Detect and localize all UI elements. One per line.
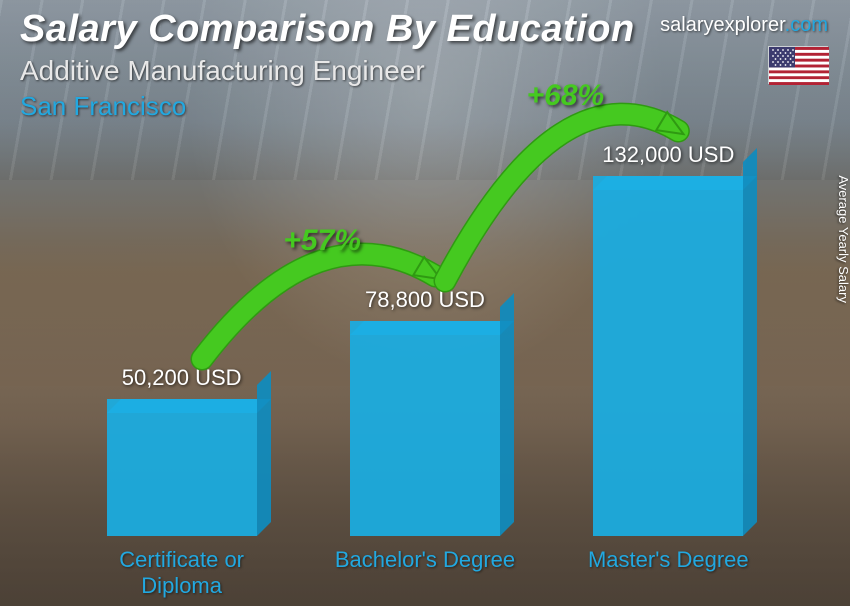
bar	[593, 176, 743, 536]
bar-value: 78,800 USD	[365, 287, 485, 313]
bar-chart: 50,200 USD78,800 USD132,000 USD	[60, 150, 790, 536]
bar-group: 78,800 USD	[325, 287, 525, 536]
bar-value: 50,200 USD	[122, 365, 242, 391]
source-attribution: salaryexplorer.com	[660, 14, 828, 37]
bar-side	[743, 148, 757, 536]
pct-label: +57%	[283, 224, 361, 258]
bar-group: 50,200 USD	[82, 365, 282, 536]
flag-icon	[768, 46, 828, 84]
bar-front	[350, 321, 500, 536]
bar-front	[107, 399, 257, 536]
bar-value: 132,000 USD	[602, 142, 734, 168]
x-axis-labels: Certificate or Diploma Bachelor's Degree M…	[60, 547, 790, 598]
bar-front	[593, 176, 743, 536]
pct-label: +68%	[527, 79, 605, 113]
source-domain: .com	[785, 14, 828, 36]
bar	[107, 399, 257, 536]
bar-group: 132,000 USD	[568, 142, 768, 536]
bar	[350, 321, 500, 536]
page-subtitle: Additive Manufacturing Engineer	[20, 55, 830, 87]
x-label: Bachelor's Degree	[325, 547, 525, 598]
x-label: Master's Degree	[568, 547, 768, 598]
page-location: San Francisco	[20, 91, 830, 122]
source-name: salaryexplorer	[660, 14, 785, 36]
y-axis-label: Average Yearly Salary	[837, 175, 850, 303]
x-label: Certificate or Diploma	[82, 547, 282, 598]
bar-side	[500, 293, 514, 536]
bar-side	[257, 371, 271, 536]
